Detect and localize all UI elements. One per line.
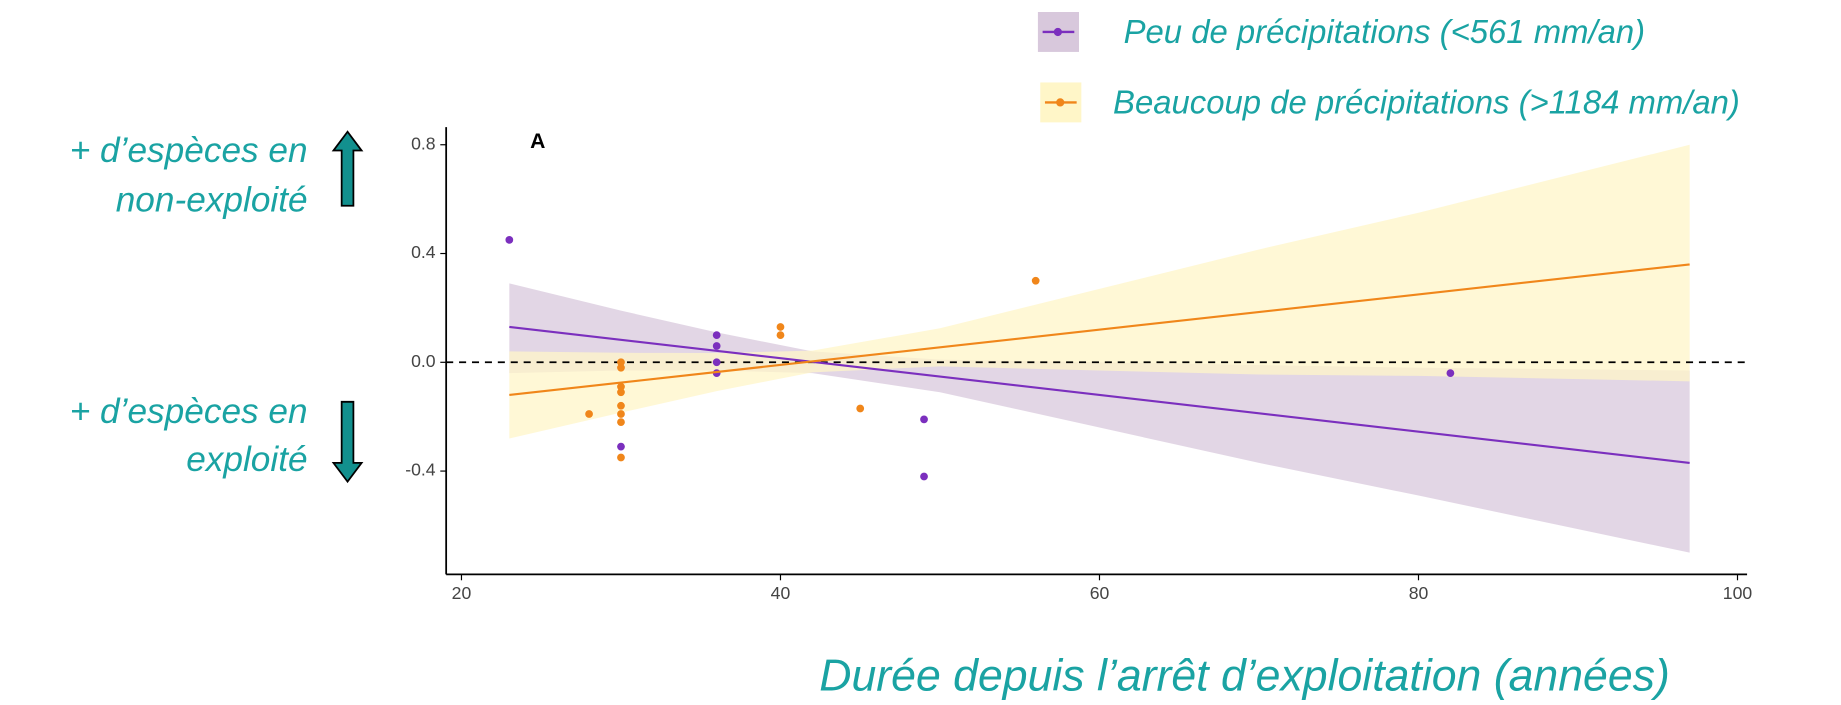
legend-label: Peu de précipitations (<561 mm/an)	[1124, 13, 1645, 50]
point	[617, 453, 625, 462]
legend-dot	[1056, 98, 1065, 107]
point	[617, 363, 625, 372]
confidence-band	[509, 283, 1690, 553]
point	[1446, 369, 1455, 378]
point	[712, 331, 721, 339]
down-arrow	[331, 400, 364, 484]
point	[712, 358, 721, 367]
legend-label: Beaucoup de précipitations (>1184 mm/an)	[1113, 83, 1740, 120]
annotation: non-exploité	[116, 181, 308, 220]
panel-label: A	[530, 130, 545, 153]
fit-line	[509, 325, 1690, 464]
up-arrow	[331, 130, 364, 207]
point	[920, 472, 928, 481]
x-axis-title: Durée depuis l’arrêt d’exploitation (ann…	[819, 652, 1670, 701]
y-tick-label: 0.4	[411, 242, 436, 262]
point	[617, 418, 625, 426]
point	[617, 358, 625, 367]
annotation: + d’espèces en	[70, 392, 308, 431]
y-tick-label: 0.8	[411, 133, 436, 153]
point	[617, 401, 625, 410]
point	[776, 331, 785, 339]
point	[856, 404, 865, 413]
y-tick-label: 0.0	[411, 351, 436, 371]
point	[617, 410, 625, 418]
annotation: + d’espèces en	[70, 131, 308, 170]
point	[712, 342, 721, 350]
point	[505, 236, 514, 244]
x-tick-label: 80	[1409, 583, 1429, 603]
fit-line	[509, 263, 1690, 396]
x-tick-label: 100	[1723, 583, 1753, 603]
point	[617, 382, 625, 391]
point	[617, 388, 625, 397]
x-tick-label: 40	[771, 583, 791, 603]
x-tick-label: 60	[1090, 583, 1110, 603]
point	[1031, 276, 1040, 285]
y-tick-label: -0.4	[405, 460, 436, 480]
point	[776, 323, 785, 331]
confidence-band	[509, 144, 1690, 439]
point	[920, 415, 928, 424]
point	[617, 442, 625, 451]
legend-dot	[1053, 27, 1062, 37]
annotation: exploité	[186, 440, 307, 479]
point	[585, 410, 593, 418]
x-tick-label: 20	[452, 583, 472, 603]
